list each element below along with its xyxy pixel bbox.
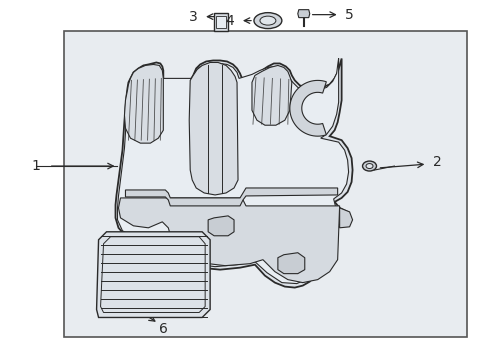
Polygon shape (97, 232, 210, 318)
Text: 6: 6 (159, 323, 168, 337)
Text: 5: 5 (345, 8, 354, 22)
Text: 4: 4 (226, 14, 234, 28)
Polygon shape (252, 66, 292, 125)
Polygon shape (124, 64, 163, 143)
Polygon shape (278, 253, 305, 274)
Polygon shape (116, 58, 353, 288)
Polygon shape (189, 62, 238, 195)
Text: 3: 3 (189, 10, 197, 24)
Polygon shape (118, 58, 348, 284)
Polygon shape (340, 208, 353, 228)
Text: 1: 1 (31, 159, 40, 173)
Ellipse shape (366, 163, 373, 168)
Bar (214, 13, 228, 31)
Ellipse shape (363, 161, 376, 171)
Polygon shape (298, 10, 310, 18)
Polygon shape (125, 188, 338, 206)
Text: 2: 2 (433, 155, 441, 169)
Polygon shape (119, 198, 340, 283)
Polygon shape (208, 216, 234, 236)
Ellipse shape (260, 16, 276, 25)
Ellipse shape (254, 13, 282, 28)
Bar (216, 15, 226, 28)
Bar (64, 31, 467, 337)
Polygon shape (290, 80, 326, 136)
